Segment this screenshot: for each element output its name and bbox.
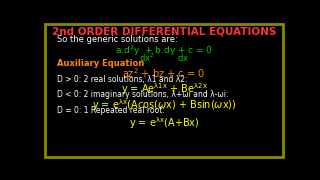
FancyBboxPatch shape bbox=[45, 24, 283, 158]
Text: y = $\mathdefault{e^{\lambda x}}$(Acos($\omega$x) + Bsin($\omega$x)): y = $\mathdefault{e^{\lambda x}}$(Acos($… bbox=[92, 98, 236, 113]
Text: y = $\mathdefault{Ae^{\lambda 1x}}$ + $\mathdefault{Be^{\lambda 2x}}$: y = $\mathdefault{Ae^{\lambda 1x}}$ + $\… bbox=[121, 82, 207, 97]
Text: $\mathdefault{dx^2}$         dx: $\mathdefault{dx^2}$ dx bbox=[139, 52, 189, 64]
Text: D = 0: 1 Repeated real root:: D = 0: 1 Repeated real root: bbox=[57, 106, 165, 115]
Text: Auxiliary Equation: Auxiliary Equation bbox=[57, 59, 145, 68]
Text: $\mathdefault{az^2}$ + bz + c = 0: $\mathdefault{az^2}$ + bz + c = 0 bbox=[123, 66, 205, 80]
Text: 2nd ORDER DIFFERENTIAL EQUATIONS: 2nd ORDER DIFFERENTIAL EQUATIONS bbox=[52, 26, 276, 36]
Text: a.$\mathdefault{d^2y}$  + b.$\mathdefault{dy}$ + c = 0: a.$\mathdefault{d^2y}$ + b.$\mathdefault… bbox=[115, 44, 213, 58]
Text: So the generic solutions are:: So the generic solutions are: bbox=[57, 35, 178, 44]
Text: D > 0: 2 real solutions, λ1 and λ2:: D > 0: 2 real solutions, λ1 and λ2: bbox=[57, 75, 188, 84]
Text: y = $\mathdefault{e^{\lambda x}}$(A+Bx): y = $\mathdefault{e^{\lambda x}}$(A+Bx) bbox=[129, 115, 199, 130]
Text: D < 0: 2 imaginary solutions, λ+ωi and λ-ωi:: D < 0: 2 imaginary solutions, λ+ωi and λ… bbox=[57, 90, 229, 99]
